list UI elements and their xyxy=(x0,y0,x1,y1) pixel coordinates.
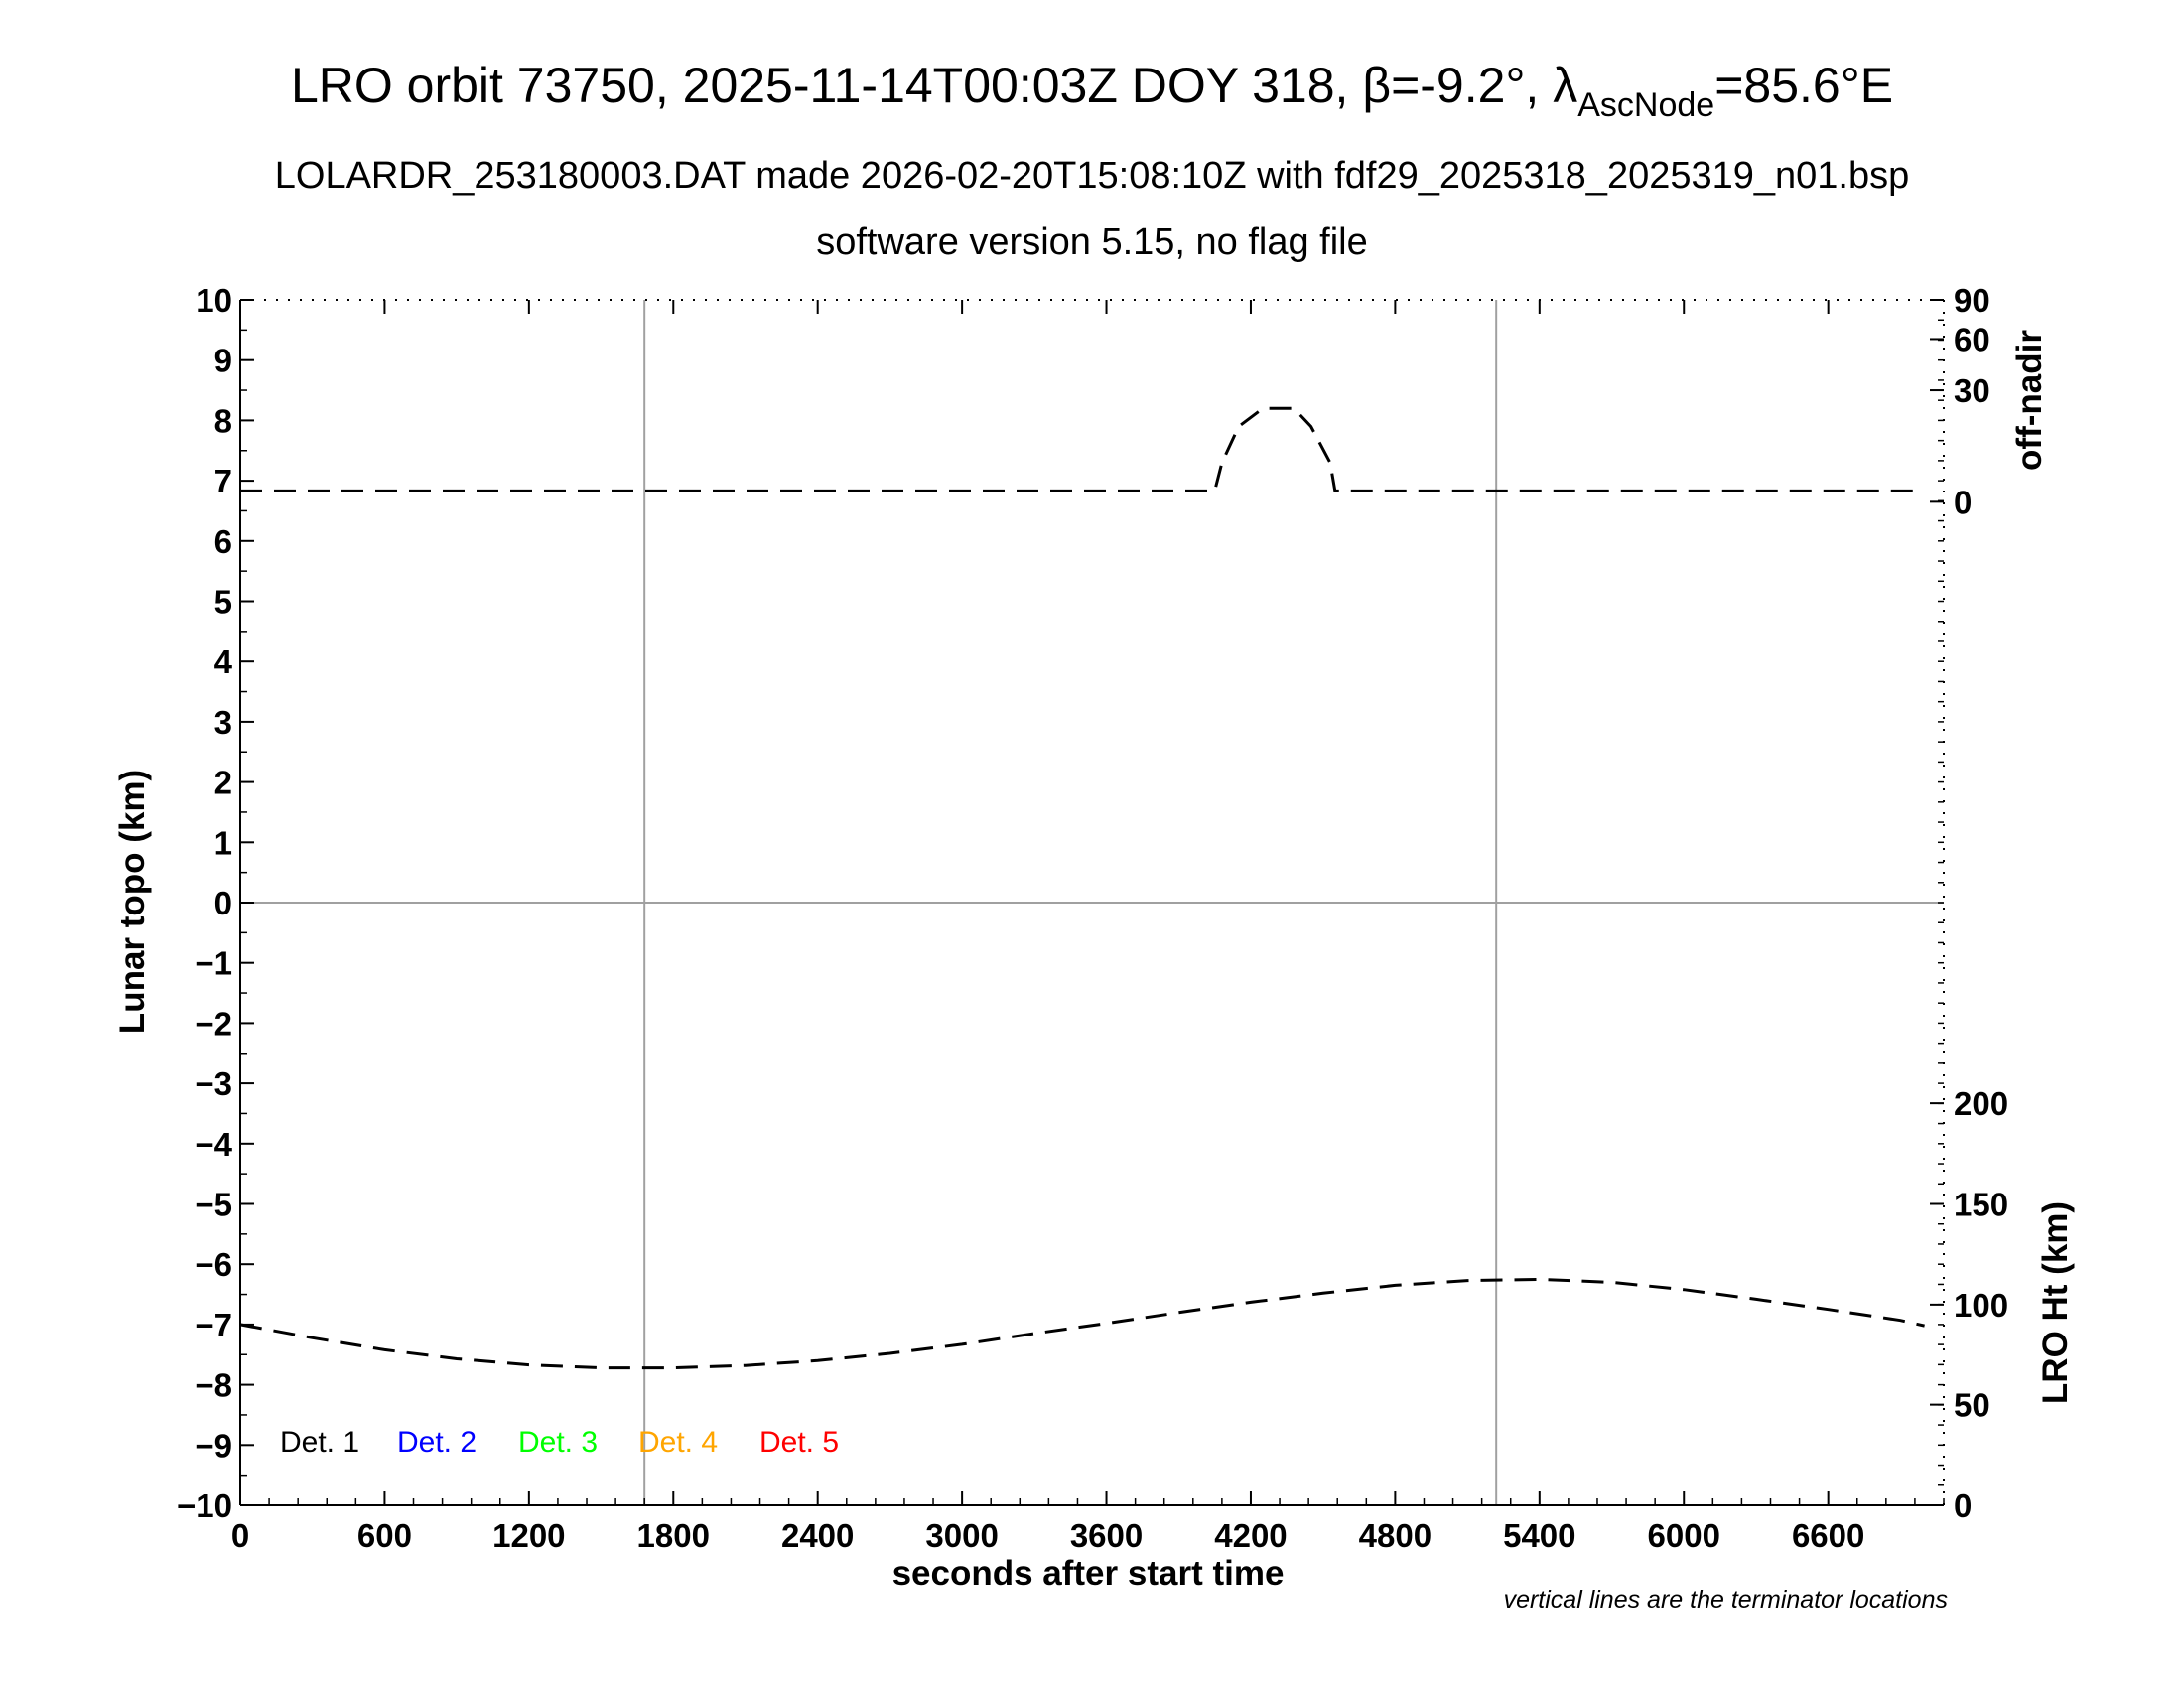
legend-item: Det. 1 xyxy=(280,1426,359,1459)
y-tick-label: −3 xyxy=(195,1065,232,1102)
y-axis-label-lro-ht: LRO Ht (km) xyxy=(2036,1201,2075,1404)
y-tick-label: 2 xyxy=(214,765,232,801)
y-axis-label-off-nadir: off-nadir xyxy=(2010,330,2049,471)
y-tick-label: 7 xyxy=(214,463,232,499)
x-tick-label: 5400 xyxy=(1503,1517,1575,1554)
x-tick-label: 3600 xyxy=(1070,1517,1143,1554)
y-tick-label: 4 xyxy=(214,643,233,680)
grid-layer xyxy=(240,300,1944,1505)
y-axis-label-left: Lunar topo (km) xyxy=(113,770,152,1034)
y-tick-label: −5 xyxy=(195,1187,232,1223)
chart-title: LRO orbit 73750, 2025-11-14T00:03Z DOY 3… xyxy=(291,58,1893,124)
off-nadir-tick-label: 0 xyxy=(1954,484,1972,520)
x-tick-label: 1200 xyxy=(492,1517,565,1554)
legend-item: Det. 3 xyxy=(518,1426,598,1459)
lro-ht-tick-label: 100 xyxy=(1954,1287,2008,1324)
x-tick-label: 2400 xyxy=(781,1517,854,1554)
off-nadir-tick-label: 30 xyxy=(1954,372,1990,409)
lro-ht-tick-label: 50 xyxy=(1954,1387,1990,1424)
tick-layer: 0 600 1200 1800 2400 3000 3600 4200 4800 5400 6000… xyxy=(177,282,2008,1554)
y-tick-label: 6 xyxy=(214,523,232,560)
x-tick-label: 6600 xyxy=(1792,1517,1864,1554)
y-tick-label: −10 xyxy=(177,1487,232,1524)
legend: Det. 1 Det. 2 Det. 3 Det. 4 Det. 5 xyxy=(280,1426,839,1459)
legend-item: Det. 2 xyxy=(397,1426,477,1459)
x-tick-label: 4200 xyxy=(1214,1517,1287,1554)
y-tick-label: 0 xyxy=(214,885,232,921)
y-tick-label: 3 xyxy=(214,704,232,741)
y-tick-label: −4 xyxy=(195,1126,232,1163)
legend-item: Det. 4 xyxy=(638,1426,718,1459)
lro-ht-tick-label: 150 xyxy=(1954,1187,2008,1223)
series-layer xyxy=(239,406,1925,1370)
y-tick-label: −1 xyxy=(195,945,232,982)
chart-title-subscript: AscNode xyxy=(1577,86,1714,124)
y-tick-label: −2 xyxy=(195,1005,232,1042)
y-tick-label: 10 xyxy=(196,282,232,319)
off-nadir-tick-label: 90 xyxy=(1954,282,1990,319)
series-lro-height xyxy=(239,1277,1925,1370)
x-tick-label: 600 xyxy=(357,1517,412,1554)
chart-subtitle-line1: LOLARDR_253180003.DAT made 2026-02-20T15… xyxy=(275,155,1910,197)
legend-item: Det. 5 xyxy=(759,1426,839,1459)
chart-subtitle-line2: software version 5.15, no flag file xyxy=(816,221,1368,263)
x-tick-label: 3000 xyxy=(925,1517,998,1554)
y-tick-label: −8 xyxy=(195,1367,232,1404)
off-nadir-tick-label: 60 xyxy=(1954,321,1990,357)
series-off-nadir xyxy=(240,406,1925,492)
y-tick-label: −6 xyxy=(195,1246,232,1283)
chart-title-suffix: =85.6°E xyxy=(1714,58,1893,113)
x-tick-label: 1800 xyxy=(637,1517,710,1554)
y-tick-label: −9 xyxy=(195,1427,232,1464)
lro-ht-tick-label: 200 xyxy=(1954,1085,2008,1122)
y-tick-label: 5 xyxy=(214,584,232,621)
y-tick-label: 8 xyxy=(214,402,232,439)
x-tick-label: 6000 xyxy=(1648,1517,1720,1554)
x-tick-label: 4800 xyxy=(1359,1517,1432,1554)
x-axis-label: seconds after start time xyxy=(892,1554,1285,1593)
x-tick-label: 0 xyxy=(231,1517,249,1554)
terminator-note: vertical lines are the terminator locati… xyxy=(1504,1586,1948,1614)
lro-ht-tick-label: 0 xyxy=(1954,1487,1972,1524)
y-tick-label: 9 xyxy=(214,343,232,379)
y-tick-label: 1 xyxy=(214,824,232,861)
y-tick-label: −7 xyxy=(195,1307,232,1343)
